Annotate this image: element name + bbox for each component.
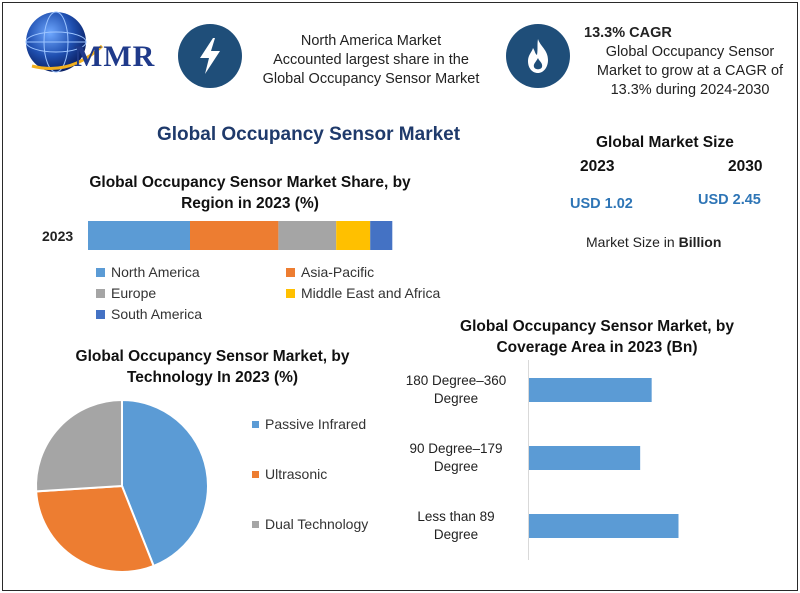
region-bar-segment-asia-pacific — [190, 221, 279, 250]
legend-swatch — [96, 288, 105, 298]
market-size-value-2030: USD 2.45 — [698, 192, 761, 208]
region-bar-segment-middle-east-and-africa — [336, 221, 371, 250]
pie-slice-passive-infrared — [121, 398, 209, 568]
market-size-unit-value: Billion — [678, 234, 722, 250]
region-bar-segment-europe — [278, 221, 337, 250]
coverage-category-label-line: Degree — [433, 459, 479, 474]
legend-label: North America — [111, 264, 200, 280]
technology-legend-item-ultrasonic: Ultrasonic — [252, 466, 327, 482]
info-line-1: North America Market — [300, 33, 442, 49]
legend-swatch — [286, 267, 295, 277]
legend-swatch — [252, 420, 259, 428]
mmr-logo: MMR — [10, 6, 170, 96]
market-size-value-2023: USD 1.02 — [570, 196, 633, 212]
flame-icon-circle — [506, 24, 570, 88]
region-bar-category-label: 2023 — [42, 228, 74, 244]
cagr-block: 13.3% CAGR Global Occupancy Sensor Marke… — [580, 24, 800, 100]
coverage-category-label-line: 90 Degree–179 — [409, 441, 503, 456]
coverage-category-label-line: Less than 89 — [417, 509, 495, 524]
technology-pie-chart — [35, 398, 209, 573]
region-legend-item-europe: Europe — [96, 285, 156, 301]
coverage-bar-180-degree-360-degree — [529, 378, 652, 402]
technology-legend: Passive Infrared Ultrasonic Dual Technolog… — [252, 416, 402, 546]
coverage-chart-title: Global Occupancy Sensor Market, by Cover… — [460, 318, 734, 356]
info-line-2: Accounted largest share in the — [273, 52, 469, 68]
cagr-title: 13.3% CAGR — [584, 25, 672, 41]
pie-slice-dual-technology — [35, 398, 123, 493]
legend-label: Europe — [111, 285, 157, 301]
legend-label: Ultrasonic — [265, 466, 328, 482]
coverage-category-label: 90 Degree–179 Degree — [392, 440, 520, 476]
region-legend: North America Asia-Pacific Europe Middle Ea… — [96, 264, 476, 326]
coverage-category-label-line: 180 Degree–360 — [405, 373, 507, 388]
legend-swatch — [286, 288, 295, 298]
region-legend-item-north-america: North America — [96, 264, 200, 280]
technology-chart-title: Global Occupancy Sensor Market, by Techn… — [75, 348, 350, 386]
coverage-bar-chart — [528, 360, 679, 560]
legend-swatch — [96, 309, 105, 319]
region-stacked-bar-chart — [88, 221, 393, 250]
legend-swatch — [96, 267, 105, 277]
coverage-category-label-line: Degree — [433, 391, 479, 406]
region-legend-item-south-america: South America — [96, 306, 202, 322]
technology-legend-item-dual-technology: Dual Technology — [252, 516, 368, 532]
region-bar-segment-south-america — [370, 221, 393, 250]
lightning-icon-circle — [178, 24, 242, 88]
coverage-category-label-line: Degree — [433, 527, 479, 542]
market-size-unit-label: Market Size in — [586, 234, 679, 250]
lightning-icon — [200, 38, 220, 74]
legend-label: Middle East and Africa — [301, 285, 441, 301]
region-bar-segment-north-america — [88, 221, 190, 250]
market-size-year-2023: 2023 — [580, 158, 615, 175]
page-title: Global Occupancy Sensor Market — [157, 124, 461, 145]
globe-icon — [25, 11, 104, 73]
coverage-category-label: Less than 89 Degree — [392, 508, 520, 544]
market-size-title: Global Market Size — [596, 134, 734, 151]
cagr-line-1: Global Occupancy Sensor — [605, 44, 775, 60]
logo-text: MMR — [74, 40, 156, 73]
coverage-bar-less-than-89-degree — [529, 514, 679, 538]
region-legend-item-middle-east-and-africa: Middle East and Africa — [286, 285, 440, 301]
coverage-category-label: 180 Degree–360 Degree — [392, 372, 520, 408]
legend-label: Passive Infrared — [265, 416, 367, 432]
region-chart-title: Global Occupancy Sensor Market Share, by… — [89, 174, 411, 212]
coverage-bar-90-degree-179-degree — [529, 446, 641, 470]
legend-label: Asia-Pacific — [301, 264, 375, 280]
cagr-line-3: 13.3% during 2024-2030 — [610, 82, 770, 98]
cagr-line-2: Market to grow at a CAGR of — [596, 63, 784, 79]
legend-swatch — [252, 520, 259, 528]
info-line-3: Global Occupancy Sensor Market — [262, 71, 480, 87]
coverage-category-labels: 180 Degree–360 Degree 90 Degree–179 Degree L… — [392, 360, 520, 560]
legend-label: Dual Technology — [265, 516, 369, 532]
pie-slice-ultrasonic — [35, 484, 155, 573]
technology-legend-item-passive-infrared: Passive Infrared — [252, 416, 366, 432]
legend-swatch — [252, 470, 259, 478]
market-size-unit: Market Size in Billion — [586, 234, 721, 250]
info-north-america: North America Market Accounted largest s… — [236, 32, 506, 89]
legend-label: South America — [111, 306, 203, 322]
flame-icon — [528, 39, 548, 73]
region-legend-item-asia-pacific: Asia-Pacific — [286, 264, 374, 280]
market-size-year-2030: 2030 — [728, 158, 763, 175]
